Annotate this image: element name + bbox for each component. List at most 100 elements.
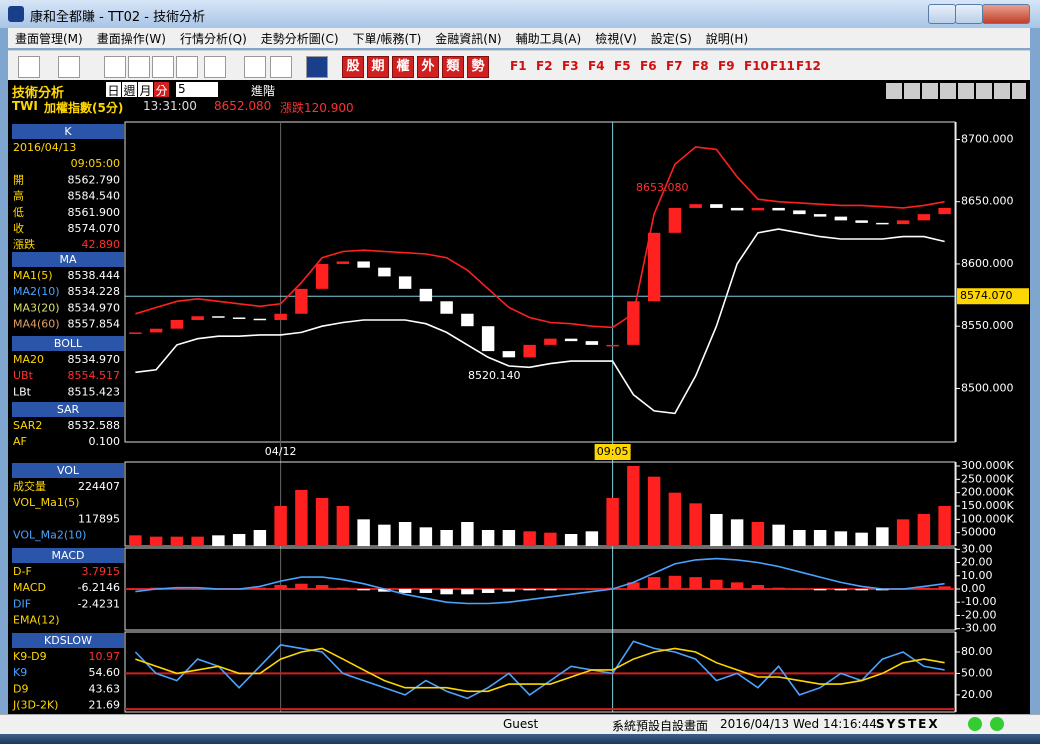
volume-bar — [398, 522, 412, 546]
histogram-bar — [274, 585, 287, 589]
tool-button[interactable] — [152, 56, 174, 78]
function-key[interactable]: F6 — [640, 59, 657, 73]
function-key[interactable]: F7 — [666, 59, 683, 73]
function-key[interactable]: F3 — [562, 59, 579, 73]
row-value: 8557.854 — [68, 318, 121, 331]
volume-bar — [419, 527, 433, 546]
row-value: 117895 — [78, 512, 120, 525]
volume-bar — [917, 514, 931, 546]
function-key[interactable]: F8 — [692, 59, 709, 73]
function-key[interactable]: F10 — [744, 59, 769, 73]
menu-item[interactable]: 畫面操作(W) — [96, 32, 166, 46]
histogram-bar — [938, 586, 951, 589]
row-label: 漲跌 — [13, 237, 35, 251]
chart-tools[interactable] — [886, 83, 1026, 99]
tool-button[interactable] — [104, 56, 126, 78]
volume-bar — [627, 466, 640, 546]
row-label: J(3D-2K) — [12, 699, 58, 712]
row-value: 54.60 — [89, 666, 121, 679]
function-key[interactable]: F12 — [796, 59, 821, 73]
chart-area: K 2016/04/13 09:05:00 開 8562.790 高 8584.540 低 85… — [8, 118, 1030, 714]
volume-bar — [606, 498, 619, 546]
market-button[interactable]: 期 — [367, 56, 389, 78]
tool-button[interactable] — [270, 56, 292, 78]
histogram-bar — [668, 575, 682, 589]
candle — [917, 214, 931, 221]
period-tab[interactable]: 月 — [138, 82, 153, 98]
volume-bar — [295, 490, 308, 546]
y-tick-label: -20.00 — [961, 608, 996, 621]
menu-item[interactable]: 金融資訊(N) — [435, 32, 502, 46]
menu-item[interactable]: 設定(S) — [650, 32, 692, 46]
candle — [357, 261, 370, 268]
candle — [523, 344, 536, 358]
menu-item[interactable]: 說明(H) — [705, 32, 749, 46]
function-key[interactable]: F11 — [770, 59, 795, 73]
market-button[interactable]: 類 — [442, 56, 464, 78]
volume-bar — [834, 531, 848, 546]
histogram-bar — [855, 589, 868, 591]
volume-bar — [357, 519, 370, 546]
menu-item[interactable]: 畫面管理(M) — [15, 32, 83, 46]
row-label: VOL_Ma1(5) — [13, 496, 79, 509]
volume-bar — [813, 530, 827, 546]
y-tick-label: 8700.000 — [961, 132, 1014, 145]
candle — [938, 207, 951, 215]
candle — [730, 207, 744, 211]
market-button[interactable]: 外 — [417, 56, 439, 78]
period-tab[interactable]: 日 — [106, 82, 121, 98]
volume-bar — [378, 524, 391, 546]
close-button[interactable] — [982, 4, 1030, 24]
advanced-button[interactable]: 進階 — [251, 84, 276, 98]
taskbar — [0, 734, 1040, 744]
period-tab[interactable]: 週 — [122, 82, 137, 98]
menu-item[interactable]: 下單/帳務(T) — [352, 32, 422, 46]
tool-button[interactable] — [18, 56, 40, 78]
volume-bar — [668, 492, 682, 546]
section-header: KDSLOW — [44, 634, 92, 647]
symbol-name: 加權指數(5分) — [44, 101, 124, 115]
menu-item[interactable]: 走勢分析圖(C) — [260, 32, 339, 46]
y-tick-label: -10.00 — [961, 595, 996, 608]
last-price-label: 8574.070 — [960, 289, 1013, 302]
y-tick-label: 50000 — [961, 526, 996, 539]
tool-button[interactable] — [176, 56, 198, 78]
menu-item[interactable]: 檢視(V) — [595, 32, 637, 46]
tool-button[interactable] — [58, 56, 80, 78]
quote-change: 漲跌120.900 — [280, 101, 354, 115]
function-key[interactable]: F5 — [614, 59, 631, 73]
status-layout: 系統預設自設畫面 — [612, 719, 709, 733]
interval-select[interactable]: 5 — [176, 82, 218, 97]
row-label: VOL_Ma2(10) — [13, 529, 86, 542]
y-tick-label: 8650.000 — [961, 195, 1014, 208]
period-tab[interactable]: 分 — [154, 82, 169, 98]
volume-bar — [544, 532, 557, 546]
row-value: 8584.540 — [68, 190, 121, 203]
menu-item[interactable]: 行情分析(Q) — [179, 32, 247, 46]
tool-button[interactable] — [204, 56, 226, 78]
candle — [232, 317, 246, 319]
section-header: MACD — [52, 549, 85, 562]
histogram-bar — [253, 587, 267, 589]
menu-item[interactable]: 輔助工具(A) — [515, 32, 582, 46]
function-key[interactable]: F1 — [510, 59, 527, 73]
tool-button[interactable] — [128, 56, 150, 78]
tool-button[interactable] — [306, 56, 328, 78]
y-tick-label: 10.00 — [961, 569, 993, 582]
function-key[interactable]: F2 — [536, 59, 553, 73]
row-label: MA3(20) — [13, 301, 60, 314]
status-light — [990, 717, 1004, 731]
histogram-bar — [357, 589, 370, 591]
market-button[interactable]: 股 — [342, 56, 364, 78]
tool-button[interactable] — [244, 56, 266, 78]
section-header-bg — [12, 402, 124, 417]
histogram-bar — [129, 589, 142, 590]
row-value: 21.69 — [89, 699, 121, 712]
candle — [855, 220, 868, 223]
annotation: 8520.140 — [468, 369, 521, 382]
function-key[interactable]: F4 — [588, 59, 605, 73]
market-button[interactable]: 勢 — [467, 56, 489, 78]
row-value: 8534.970 — [68, 301, 121, 314]
market-button[interactable]: 權 — [392, 56, 414, 78]
function-key[interactable]: F9 — [718, 59, 735, 73]
